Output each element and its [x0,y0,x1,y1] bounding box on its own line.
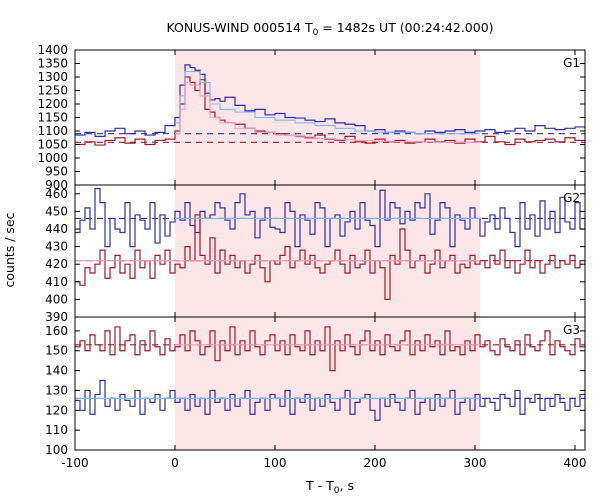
y-tick-label: 390 [45,310,68,324]
y-tick-label: 110 [45,423,68,437]
y-tick-label: 430 [45,240,68,254]
y-tick-label: 150 [45,344,68,358]
panel-label: G3 [563,323,580,337]
x-tick-label: -100 [61,456,88,470]
series-blue-g3 [75,379,585,421]
y-tick-label: 1050 [37,138,68,152]
series-pink-g1 [175,81,480,143]
chart-title-prefix: KONUS-WIND 000514 T [166,20,312,35]
y-tick-label: 100 [45,443,68,457]
y-tick-label: 1100 [37,124,68,138]
plot-area: 9009501000105011001150120012501300135014… [37,43,586,470]
y-tick-label: 950 [45,165,68,179]
y-tick-label: 1150 [37,111,68,125]
y-tick-label: 1200 [37,97,68,111]
panel-label: G2 [563,191,580,205]
y-tick-label: 460 [45,187,68,201]
shaded-interval [175,50,480,450]
x-axis-title: T - T0, s [305,478,354,496]
chart-title-sub: 0 [313,28,319,38]
series-red-g1 [75,76,585,146]
x-tick-label: 400 [564,456,587,470]
y-tick-label: 1300 [37,70,68,84]
chart-title: KONUS-WIND 000514 T0 = 1482s UT (00:24:4… [166,20,493,38]
panel-label: G1 [563,56,580,70]
x-axis-title-sub: 0 [334,486,340,496]
x-axis-title-prefix: T - T [305,478,334,493]
x-tick-label: 300 [464,456,487,470]
y-tick-label: 420 [45,257,68,271]
chart-title-suffix: = 1482s UT (00:24:42.000) [318,20,493,35]
y-tick-label: 1350 [37,57,68,71]
y-tick-label: 160 [45,324,68,338]
panel-g1: 9009501000105011001150120012501300135014… [37,43,586,192]
panel-g2: 390 400 410 420 430 440 450 460 G2 [45,184,586,324]
y-tick-label: 1000 [37,151,68,165]
series-light_blue-g1 [175,71,480,135]
y-tick-label: 1250 [37,84,68,98]
y-tick-label: 140 [45,364,68,378]
y-tick-label: 900 [45,178,68,192]
series-blue-g1 [75,64,585,137]
y-tick-label: 450 [45,204,68,218]
y-tick-label: 410 [45,275,68,289]
series-red-g3 [75,326,585,372]
y-tick-label: 1400 [37,43,68,57]
x-tick-label: 200 [364,456,387,470]
x-axis-title-suffix: , s [340,478,354,493]
panel-g3: 100 110 120 130 140 150 160 G3 [45,316,586,457]
y-tick-label: 440 [45,222,68,236]
x-tick-label: 100 [264,456,287,470]
panel-frame [74,316,586,451]
y-tick-label: 130 [45,383,68,397]
x-tick-label: 0 [171,456,179,470]
y-tick-label: 400 [45,292,68,306]
y-axis-title: counts / sec [2,212,17,287]
y-tick-label: 120 [45,403,68,417]
